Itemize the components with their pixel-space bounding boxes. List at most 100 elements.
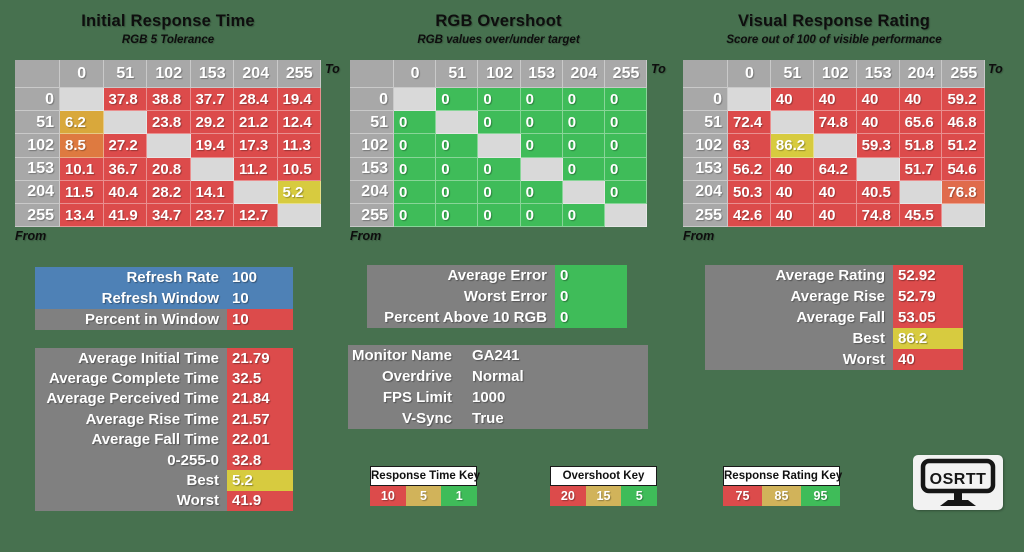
axis-label-to: To [988,62,1003,76]
heatmap-cell: 19.4 [277,88,321,112]
heatmap-cell: 65.6 [899,111,943,135]
heatmap-row-header: 102 [15,134,60,158]
table-title: RGB Overshoot [435,12,562,30]
heatmap-cell: 8.5 [60,134,104,158]
heatmap-cell: 21.2 [234,111,278,135]
heatmap-cell: 0 [478,111,521,135]
heatmap-cell [728,88,771,112]
heatmap-cell: 19.4 [190,134,234,158]
heatmap-cell: 27.2 [103,134,147,158]
heatmap-cell: 86.2 [770,134,814,158]
heatmap-cell: 59.2 [942,88,986,112]
heatmap-cell [813,134,857,158]
key-cells: 10 5 1 [370,486,478,506]
heatmap-cell: 12.7 [234,203,278,228]
heatmap-cell: 41.9 [103,203,147,228]
stat-label: Monitor Name [348,345,460,366]
heatmap-cell: 54.6 [942,157,986,181]
heatmap-cell: 0 [394,134,437,158]
heatmap-cell: 0 [478,157,521,181]
heatmap-cell: 0 [478,88,521,112]
stat-value: True [460,408,648,429]
heatmap-row-header: 153 [15,157,60,181]
heatmap-cell [147,134,191,158]
stat-label: Best [705,328,893,349]
stat-label: Percent Above 10 RGB [367,307,555,328]
stat-value: Normal [460,366,648,387]
key-cells: 20 15 5 [550,486,658,506]
heatmap-cell [899,180,943,204]
heatmap-cell: 0 [436,180,479,204]
heatmap-cell: 0 [436,157,479,181]
key-cell: 5 [405,486,442,506]
heatmap-cell: 0 [562,134,605,158]
heatmap-row-header: 204 [350,180,394,204]
heatmap-cell [604,203,648,228]
heatmap-cell: 10.5 [277,157,321,181]
stat-label: Average Rating [705,265,893,286]
heatmap-row-header: 153 [683,157,728,181]
heatmap-col-header: 102 [147,60,191,88]
heatmap-col-header: 204 [234,60,278,88]
rgb-overshoot-title-block: RGB Overshoot RGB values over/under targ… [350,12,647,46]
stat-value: 10 [227,309,293,330]
heatmap-cell: 11.3 [277,134,321,158]
heatmap-col-header: 153 [190,60,234,88]
axis-label-from: From [350,229,382,243]
heatmap-cell: 50.3 [728,180,771,204]
heatmap-cell: 0 [436,203,479,228]
heatmap-col-header: 255 [942,60,986,88]
monitor-info-box: Monitor Name GA241 Overdrive Normal FPS Limi… [348,345,648,429]
initial-response-time-title-block: Initial Response Time RGB 5 Tolerance [15,12,321,46]
stat-label: FPS Limit [348,387,460,408]
key-title: Response Rating Key [723,466,842,486]
heatmap-cell: 51.8 [899,134,943,158]
heatmap-row-header: 153 [350,157,394,181]
heatmap-cell: 56.2 [728,157,771,181]
heatmap-corner-cell [683,60,728,88]
heatmap-cell: 0 [562,111,605,135]
heatmap-cell: 63 [728,134,771,158]
heatmap-cell [942,203,986,228]
heatmap-cell: 0 [604,180,648,204]
heatmap-row-header: 204 [15,180,60,204]
stat-label: Average Rise [705,286,893,307]
heatmap-cell: 40 [770,88,814,112]
key-title: Overshoot Key [550,466,657,486]
response-time-key: Response Time Key 10 5 1 [370,466,480,506]
table-title: Visual Response Rating [737,12,931,30]
heatmap-cell: 0 [562,157,605,181]
stat-label: V-Sync [348,408,460,429]
heatmap-row-header: 51 [683,111,728,135]
heatmap-cell: 37.8 [103,88,147,112]
stat-value: 100 [227,267,293,288]
heatmap-cell: 51.2 [942,134,986,158]
stat-label: Overdrive [348,366,460,387]
heatmap-cell: 40 [770,157,814,181]
heatmap-cell: 0 [520,203,563,228]
heatmap-cell [520,157,563,181]
refresh-summary-box: Refresh Rate 100 Refresh Window 10 Percent i… [35,267,293,330]
stat-label: Worst Error [367,286,555,307]
heatmap-cell [562,180,605,204]
response-rating-key: Response Rating Key 75 85 95 [723,466,842,506]
heatmap-col-header: 102 [813,60,857,88]
heatmap-col-header: 204 [562,60,605,88]
heatmap-row-header: 102 [683,134,728,158]
heatmap-cell [234,180,278,204]
heatmap-row-header: 51 [350,111,394,135]
heatmap-col-header: 153 [520,60,563,88]
heatmap-cell: 5.2 [277,180,321,204]
heatmap-col-header: 51 [770,60,814,88]
heatmap-cell: 0 [604,134,648,158]
heatmap-cell: 0 [520,180,563,204]
key-cell: 75 [723,486,762,506]
heatmap-cell: 28.2 [147,180,191,204]
stat-label: Worst [35,490,227,512]
heatmap-cell: 0 [604,157,648,181]
heatmap-row-header: 204 [683,180,728,204]
axis-label-to: To [325,62,340,76]
heatmap-cell: 40 [899,88,943,112]
stat-label: 0-255-0 [35,449,227,471]
heatmap-cell: 0 [394,111,437,135]
